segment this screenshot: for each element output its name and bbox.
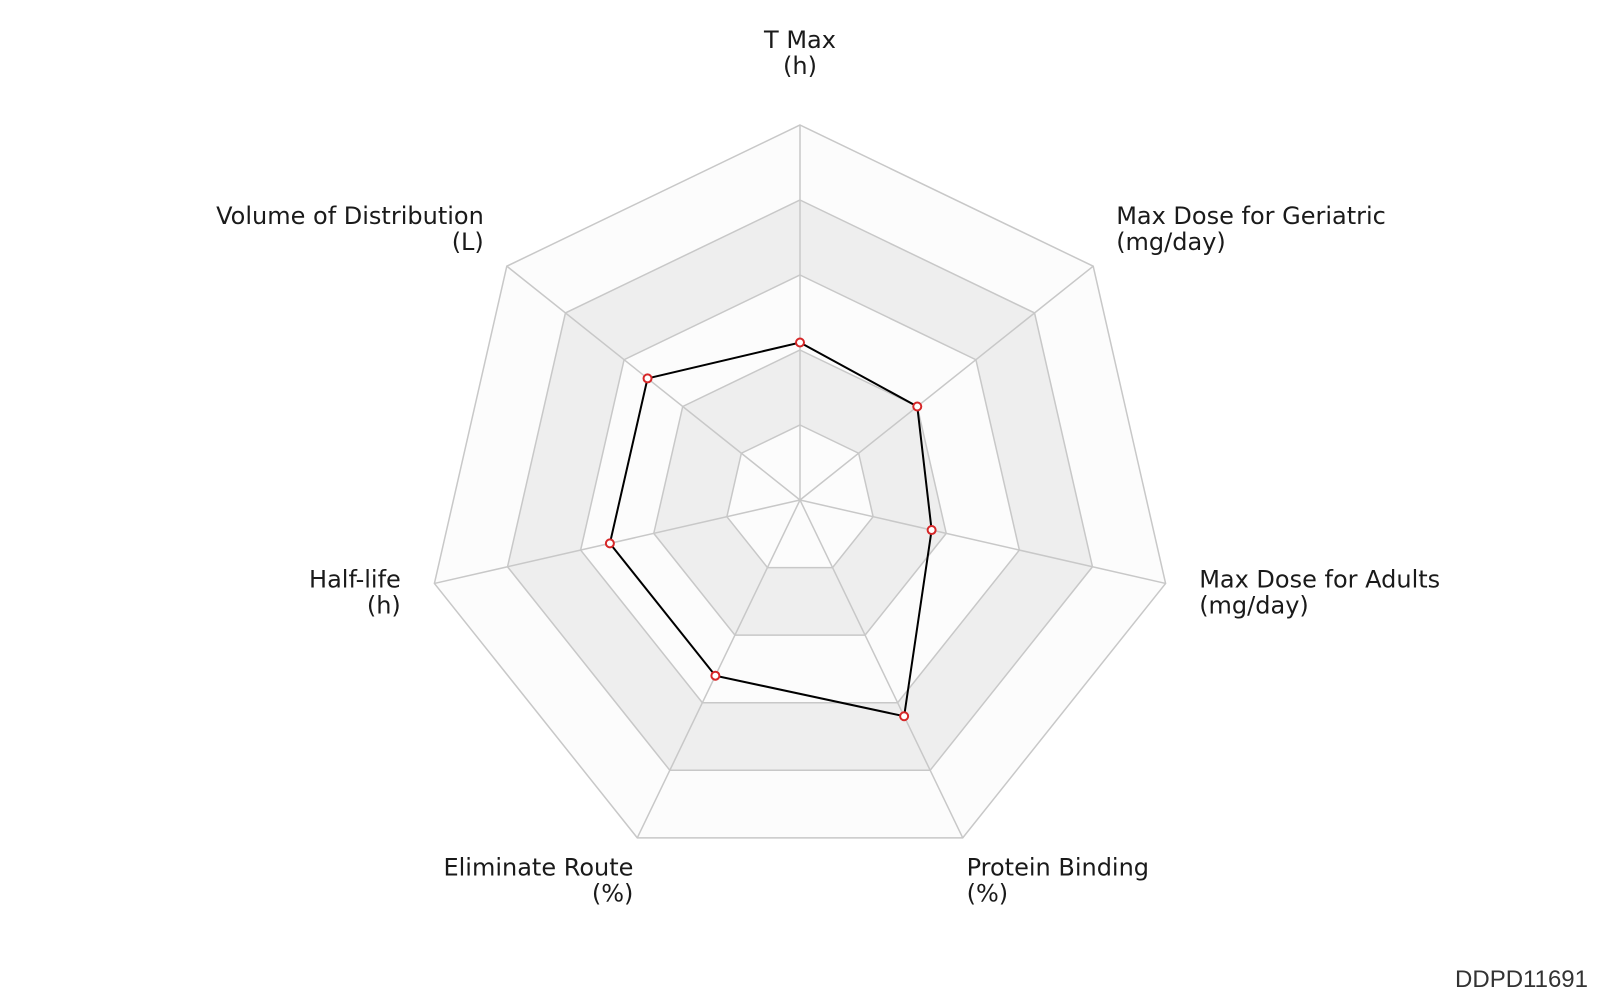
axis-label-unit: (mg/day) xyxy=(1199,592,1309,620)
axis-label-5: Eliminate Route (%) xyxy=(443,853,633,907)
axis-label-unit: (%) xyxy=(967,879,1009,907)
data-point-2 xyxy=(912,401,923,412)
axis-label-name: Eliminate Route xyxy=(443,853,633,881)
data-point-6 xyxy=(604,538,615,549)
axis-label-1: T Max (h) xyxy=(763,26,836,80)
axis-label-unit: (%) xyxy=(592,879,634,907)
data-point-3 xyxy=(926,525,937,536)
data-point-4 xyxy=(899,711,910,722)
axis-label-unit: (h) xyxy=(783,52,817,80)
axis-label-name: Protein Binding xyxy=(967,853,1149,881)
axis-spoke-3 xyxy=(799,499,1166,585)
figure-id-label: DDPD11691 xyxy=(1455,966,1588,993)
axis-label-name: T Max xyxy=(763,26,836,54)
axis-label-name: Volume of Distribution xyxy=(216,202,484,230)
axis-spoke-2 xyxy=(799,265,1094,501)
axis-label-name: Half-life xyxy=(309,566,401,594)
axis-label-name: Max Dose for Adults xyxy=(1199,566,1440,594)
axis-label-3: Max Dose for Adults (mg/day) xyxy=(1199,566,1440,620)
axis-label-unit: (mg/day) xyxy=(1116,228,1226,256)
axis-label-4: Protein Binding (%) xyxy=(967,853,1149,907)
axis-spoke-6 xyxy=(434,499,801,585)
axis-label-6: Half-life (h) xyxy=(309,566,401,620)
axis-label-unit: (h) xyxy=(367,592,401,620)
axis-label-unit: (L) xyxy=(452,228,484,256)
axis-label-name: Max Dose for Geriatric xyxy=(1116,202,1386,230)
data-point-1 xyxy=(795,337,805,348)
axis-spoke-7 xyxy=(506,265,801,501)
axis-spoke-5 xyxy=(636,499,801,839)
series-line-1 xyxy=(608,341,933,718)
axis-spoke-4 xyxy=(799,499,964,839)
data-point-7 xyxy=(642,373,653,384)
axis-label-7: Volume of Distribution (L) xyxy=(216,202,484,256)
axis-label-2: Max Dose for Geriatric (mg/day) xyxy=(1116,202,1386,256)
data-point-5 xyxy=(710,670,721,681)
